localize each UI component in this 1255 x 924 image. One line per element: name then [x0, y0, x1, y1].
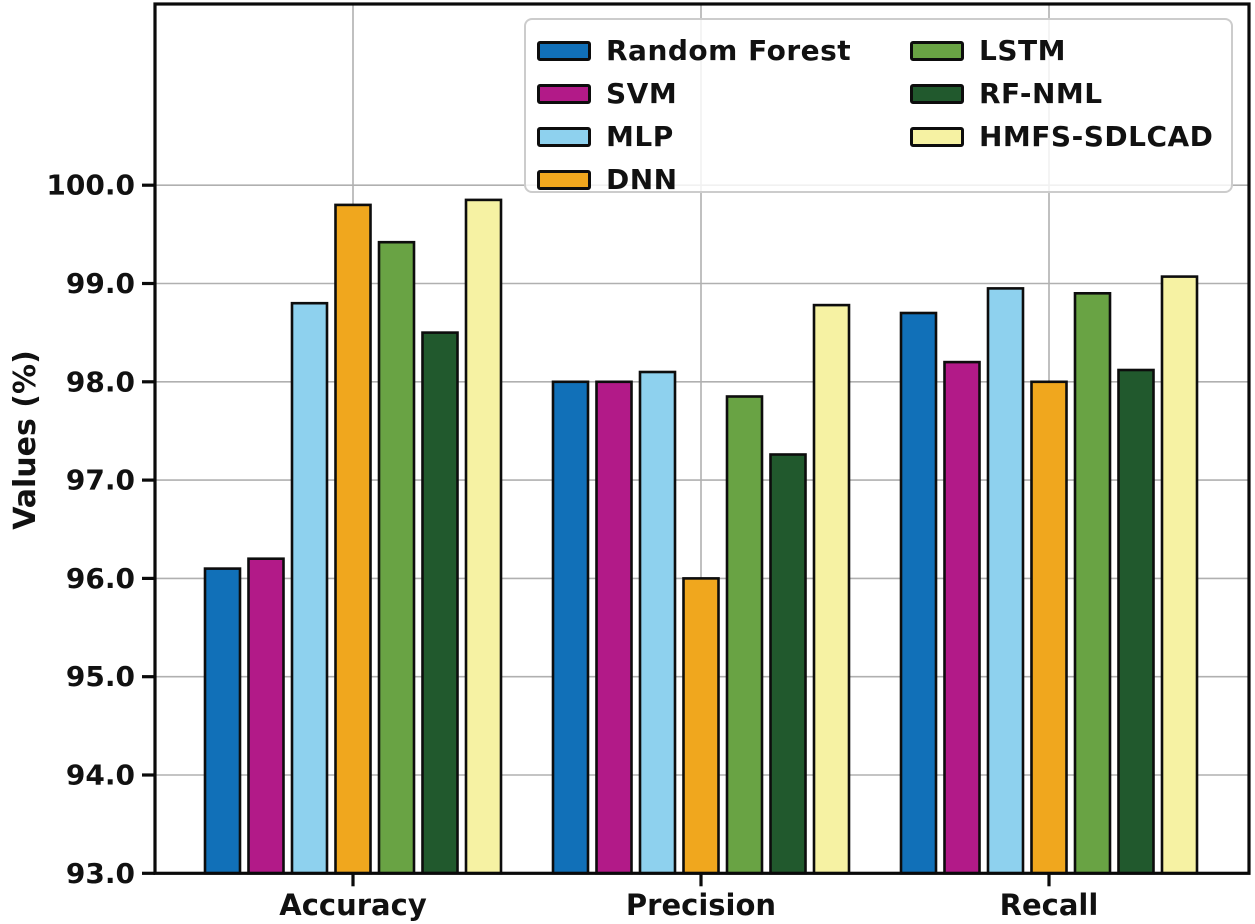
bar-lstm-recall	[1073, 291, 1112, 875]
bar-dnn-precision	[682, 577, 720, 875]
bar-svm-recall	[943, 360, 981, 875]
y-tick-label: 96.0	[66, 562, 135, 595]
y-tick-label: 94.0	[66, 759, 135, 792]
bar-mlp-precision	[638, 370, 677, 875]
legend-label: RF-NML	[979, 77, 1103, 110]
bar-mlp-recall	[986, 287, 1025, 875]
bar-hmfs-sdlcad-precision	[812, 303, 851, 875]
bar-rf-nml-precision	[769, 453, 807, 875]
bar-random-forest-precision	[551, 380, 590, 875]
legend-swatch-icon	[910, 40, 964, 61]
bar-svm-precision	[595, 380, 633, 875]
legend-label: MLP	[606, 120, 674, 153]
legend-label: SVM	[606, 77, 678, 110]
legend-item-rf-nml: RF-NML	[910, 72, 1213, 115]
legend-item-random-forest: Random Forest	[537, 29, 851, 72]
bar-lstm-precision	[725, 395, 764, 875]
legend-swatch-icon	[537, 83, 591, 104]
y-axis-title: Values (%)	[8, 350, 43, 530]
legend-swatch-icon	[910, 126, 964, 147]
legend-label: HMFS-SDLCAD	[979, 120, 1214, 153]
y-tick-label: 99.0	[66, 267, 135, 300]
bar-lstm-accuracy	[377, 240, 416, 875]
x-tick-label: Recall	[1000, 888, 1099, 922]
legend-label: DNN	[606, 163, 678, 196]
x-tick-label: Accuracy	[279, 888, 427, 922]
legend-label: LSTM	[979, 34, 1066, 67]
legend-item-dnn: DNN	[537, 158, 851, 201]
bar-random-forest-accuracy	[203, 567, 242, 875]
y-tick-label: 97.0	[66, 464, 135, 497]
legend-swatch-icon	[910, 83, 964, 104]
y-tick-label: 93.0	[66, 857, 135, 890]
bar-hmfs-sdlcad-accuracy	[464, 198, 503, 875]
y-tick-label: 100.0	[46, 169, 135, 202]
bar-rf-nml-accuracy	[421, 331, 459, 875]
legend-item-mlp: MLP	[537, 115, 851, 158]
bar-hmfs-sdlcad-recall	[1160, 275, 1199, 875]
legend-swatch-icon	[537, 40, 591, 61]
x-tick-label: Precision	[626, 888, 776, 922]
bar-dnn-recall	[1030, 380, 1068, 875]
legend-item-lstm: LSTM	[910, 29, 1213, 72]
legend-item-hmfs-sdlcad: HMFS-SDLCAD	[910, 115, 1213, 158]
bar-rf-nml-recall	[1117, 368, 1155, 875]
legend-column-2: LSTM RF-NML HMFS-SDLCAD	[910, 29, 1213, 158]
bar-mlp-accuracy	[290, 301, 329, 875]
legend-column-1: Random Forest SVM MLP DNN	[537, 29, 851, 201]
y-tick-label: 95.0	[66, 660, 135, 693]
legend-swatch-icon	[537, 126, 591, 147]
bar-dnn-accuracy	[334, 203, 372, 875]
legend-item-svm: SVM	[537, 72, 851, 115]
y-tick-label: 98.0	[66, 365, 135, 398]
legend-swatch-icon	[537, 169, 591, 190]
bar-svm-accuracy	[247, 557, 285, 875]
legend: Random Forest SVM MLP DNN LSTM RF-NML HMFS-SDL…	[524, 18, 1233, 196]
bar-random-forest-recall	[899, 311, 938, 875]
legend-label: Random Forest	[606, 34, 852, 67]
